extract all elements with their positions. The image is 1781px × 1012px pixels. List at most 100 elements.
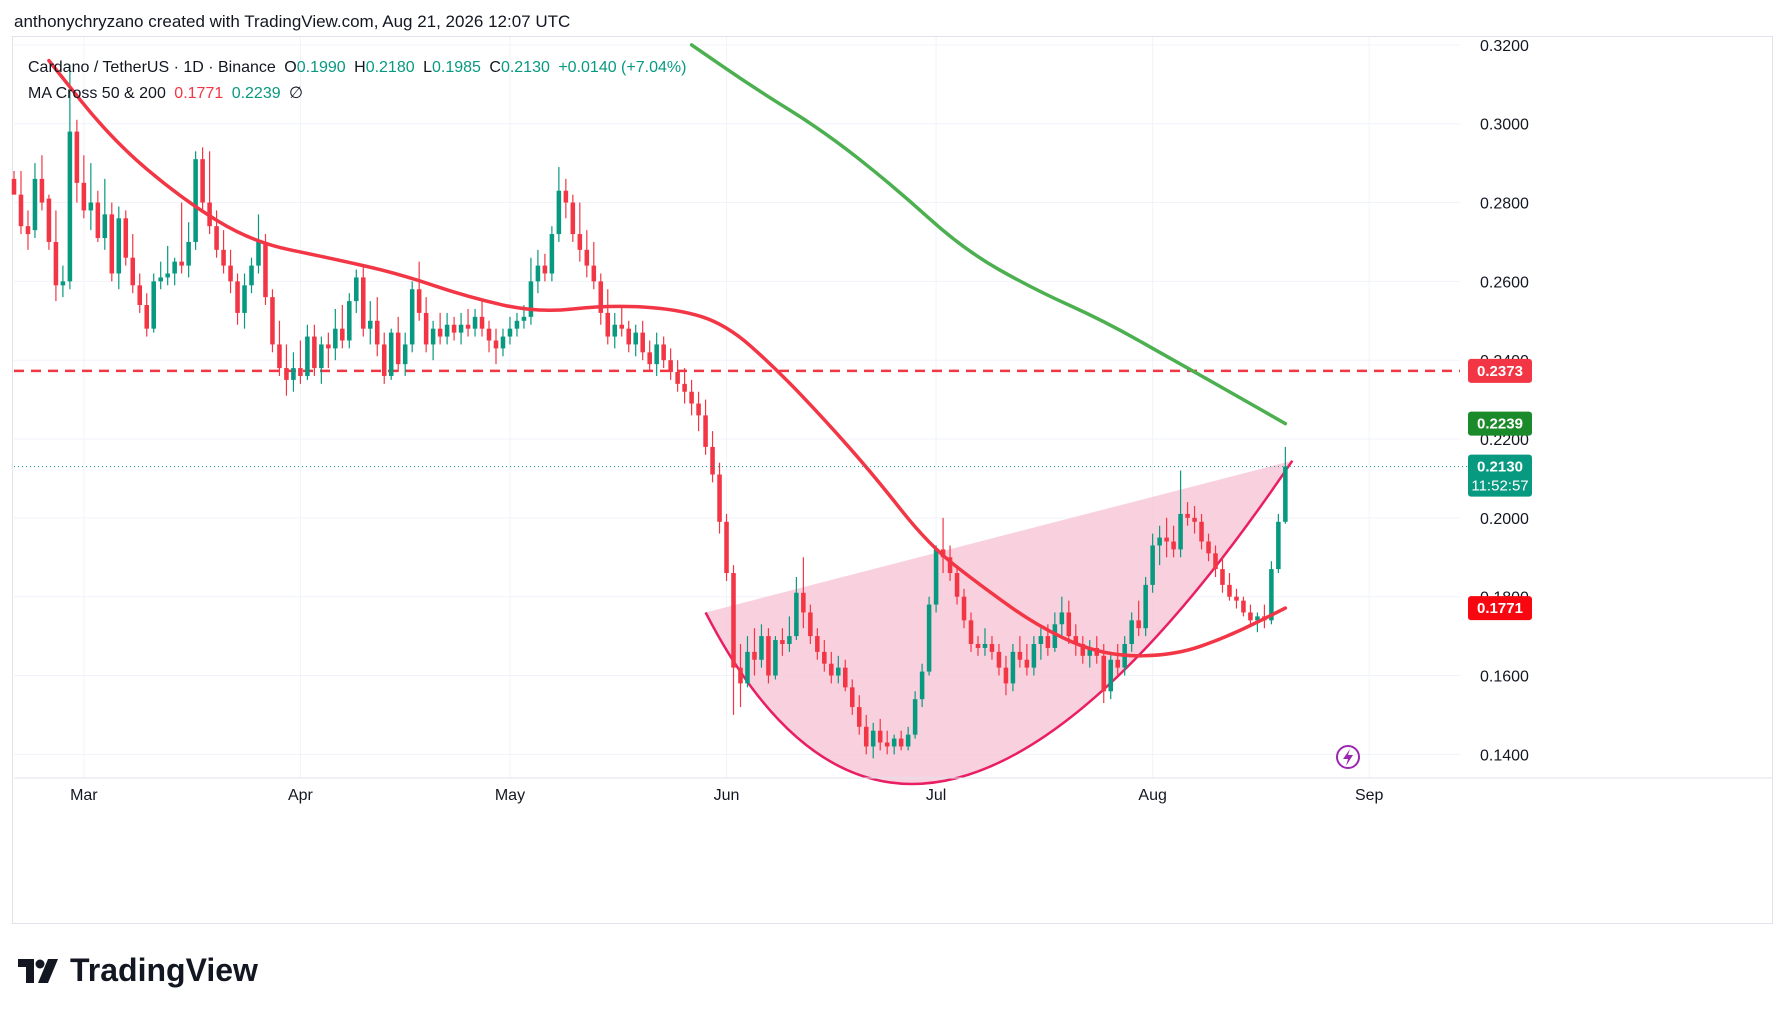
legend-open: O0.1990 <box>284 59 346 76</box>
candle-up <box>933 545 939 613</box>
candle-down <box>1164 517 1169 558</box>
candle-up <box>1129 612 1134 652</box>
candle-body <box>430 328 436 345</box>
candle-body <box>696 403 701 416</box>
candle-down <box>81 155 87 219</box>
candle-up <box>507 316 513 345</box>
legend-low: L0.1985 <box>423 59 481 76</box>
candle-body <box>996 651 1002 668</box>
candle-up <box>165 245 170 286</box>
candle-up <box>305 324 310 380</box>
axes: 0.14000.16000.18000.20000.22000.24000.26… <box>14 38 1773 804</box>
candle-down <box>130 234 136 294</box>
candle-body <box>1227 584 1232 597</box>
legend-indicator-name[interactable]: MA Cross 50 & 200 <box>28 85 166 102</box>
candle-down <box>856 695 862 735</box>
candle-body <box>1059 612 1065 625</box>
candle-body <box>612 324 618 337</box>
resistance-price-badge-value: 0.2373 <box>1477 363 1523 380</box>
candle-down <box>975 636 981 656</box>
candle-body <box>1241 600 1246 613</box>
candle-down <box>11 171 17 195</box>
candle-down <box>144 293 149 337</box>
candle-body <box>1087 647 1093 656</box>
candle-body <box>870 730 876 747</box>
candle-body <box>1045 636 1051 648</box>
candle-body <box>745 651 750 684</box>
candle-down <box>221 230 226 274</box>
candle-down <box>1066 600 1072 644</box>
candle-body <box>640 332 645 353</box>
legend-symbol[interactable]: Cardano / TetherUS · 1D · Binance <box>28 59 276 76</box>
candle-body <box>654 344 659 365</box>
candle-body <box>982 643 988 648</box>
candle-body <box>836 667 841 676</box>
candle-body <box>388 332 394 376</box>
last-price-badge: 0.2130 11:52:57 <box>1468 454 1532 497</box>
candle-body <box>1150 545 1155 585</box>
candle-down <box>39 155 45 211</box>
candle-body <box>912 699 918 735</box>
candle-body <box>423 312 429 345</box>
candle-body <box>598 281 604 313</box>
candle-body <box>25 226 31 235</box>
candle-down <box>996 643 1002 676</box>
candle-body <box>263 241 268 298</box>
candle-body <box>374 320 380 345</box>
candle-up <box>242 273 247 329</box>
candle-body <box>465 324 471 329</box>
candle-down <box>849 679 855 715</box>
candle-body <box>1206 541 1211 554</box>
y-tick-label: 0.2200 <box>1480 432 1529 449</box>
candle-down <box>668 348 673 380</box>
candle-body <box>1185 513 1190 518</box>
candle-body <box>1108 659 1113 692</box>
resistance-price-badge: 0.2373 <box>1468 358 1532 383</box>
candle-down <box>1192 506 1197 534</box>
candle-body <box>74 131 80 183</box>
legend-high: H0.2180 <box>354 59 415 76</box>
candle-up <box>919 663 925 708</box>
candle-body <box>542 265 548 274</box>
chart-attribution: anthonychryzano created with TradingView… <box>14 12 571 31</box>
candle-down <box>25 210 31 250</box>
candle-body <box>724 521 729 574</box>
candle-body <box>668 360 673 373</box>
candle-down <box>340 305 345 349</box>
candle-body <box>32 178 38 231</box>
candle-body <box>1192 517 1197 522</box>
candle-body <box>298 368 303 376</box>
x-tick-label: Mar <box>70 787 98 804</box>
candle-up <box>773 636 778 680</box>
candles <box>11 64 1288 759</box>
candle-body <box>703 415 708 447</box>
candle-body <box>591 265 597 282</box>
chart-frame[interactable] <box>12 36 1773 924</box>
candle-body <box>284 368 289 380</box>
price-badges: 0.2373 0.2239 0.2130 11:52:57 0.1771 <box>1468 358 1532 621</box>
candle-up <box>193 151 198 250</box>
candle-up <box>745 636 750 688</box>
candle-down <box>312 324 317 376</box>
candle-body <box>905 734 911 747</box>
candle-up <box>891 734 897 755</box>
candle-body <box>416 289 422 313</box>
candle-up <box>402 332 408 376</box>
candle-body <box>633 332 638 345</box>
last-price-badge-countdown: 11:52:57 <box>1471 478 1528 495</box>
candle-down <box>270 289 275 353</box>
y-tick-label: 0.1400 <box>1480 747 1529 764</box>
candle-up <box>333 308 338 361</box>
candle-body <box>877 730 883 743</box>
candle-up <box>67 64 73 290</box>
candle-body <box>193 159 198 242</box>
candle-body <box>675 372 680 384</box>
tradingview-logo[interactable]: TradingView <box>16 952 258 989</box>
candle-up <box>633 324 638 357</box>
candle-body <box>88 202 94 211</box>
candle-body <box>221 249 226 266</box>
candle-down <box>200 147 205 211</box>
candle-down <box>584 230 590 278</box>
flash-icon-ring <box>1336 745 1360 769</box>
